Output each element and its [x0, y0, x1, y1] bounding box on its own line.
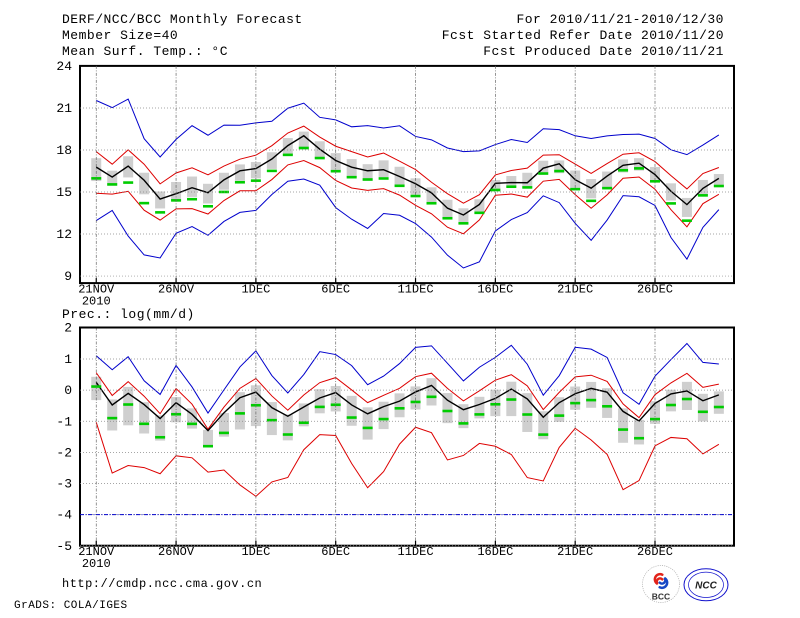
- svg-text:21DEC: 21DEC: [557, 283, 593, 297]
- svg-text:15: 15: [56, 185, 72, 200]
- svg-text:1DEC: 1DEC: [241, 545, 270, 559]
- svg-text:2: 2: [64, 321, 72, 336]
- svg-text:12: 12: [56, 227, 72, 242]
- svg-text:21DEC: 21DEC: [557, 545, 593, 559]
- svg-text:11DEC: 11DEC: [398, 283, 434, 297]
- svg-text:-2: -2: [56, 445, 72, 460]
- svg-text:26NOV: 26NOV: [158, 283, 195, 297]
- svg-text:-3: -3: [56, 477, 72, 492]
- svg-text:1DEC: 1DEC: [241, 283, 270, 297]
- svg-text:NCC: NCC: [695, 580, 717, 591]
- svg-text:26DEC: 26DEC: [637, 283, 673, 297]
- svg-text:9: 9: [64, 269, 72, 284]
- svg-text:16DEC: 16DEC: [477, 545, 513, 559]
- svg-text:2010: 2010: [82, 557, 111, 571]
- svg-text:BCC: BCC: [652, 592, 670, 602]
- svg-text:16DEC: 16DEC: [477, 283, 513, 297]
- svg-text:24: 24: [56, 59, 72, 74]
- svg-text:-4: -4: [56, 508, 72, 523]
- svg-text:26NOV: 26NOV: [158, 545, 195, 559]
- svg-text:-1: -1: [56, 414, 72, 429]
- svg-text:6DEC: 6DEC: [321, 283, 350, 297]
- svg-text:-5: -5: [56, 539, 72, 554]
- svg-text:11DEC: 11DEC: [398, 545, 434, 559]
- svg-text:6DEC: 6DEC: [321, 545, 350, 559]
- svg-text:21: 21: [56, 101, 72, 116]
- svg-text:26DEC: 26DEC: [637, 545, 673, 559]
- svg-text:18: 18: [56, 143, 72, 158]
- svg-text:0: 0: [64, 383, 72, 398]
- svg-text:1: 1: [64, 352, 72, 367]
